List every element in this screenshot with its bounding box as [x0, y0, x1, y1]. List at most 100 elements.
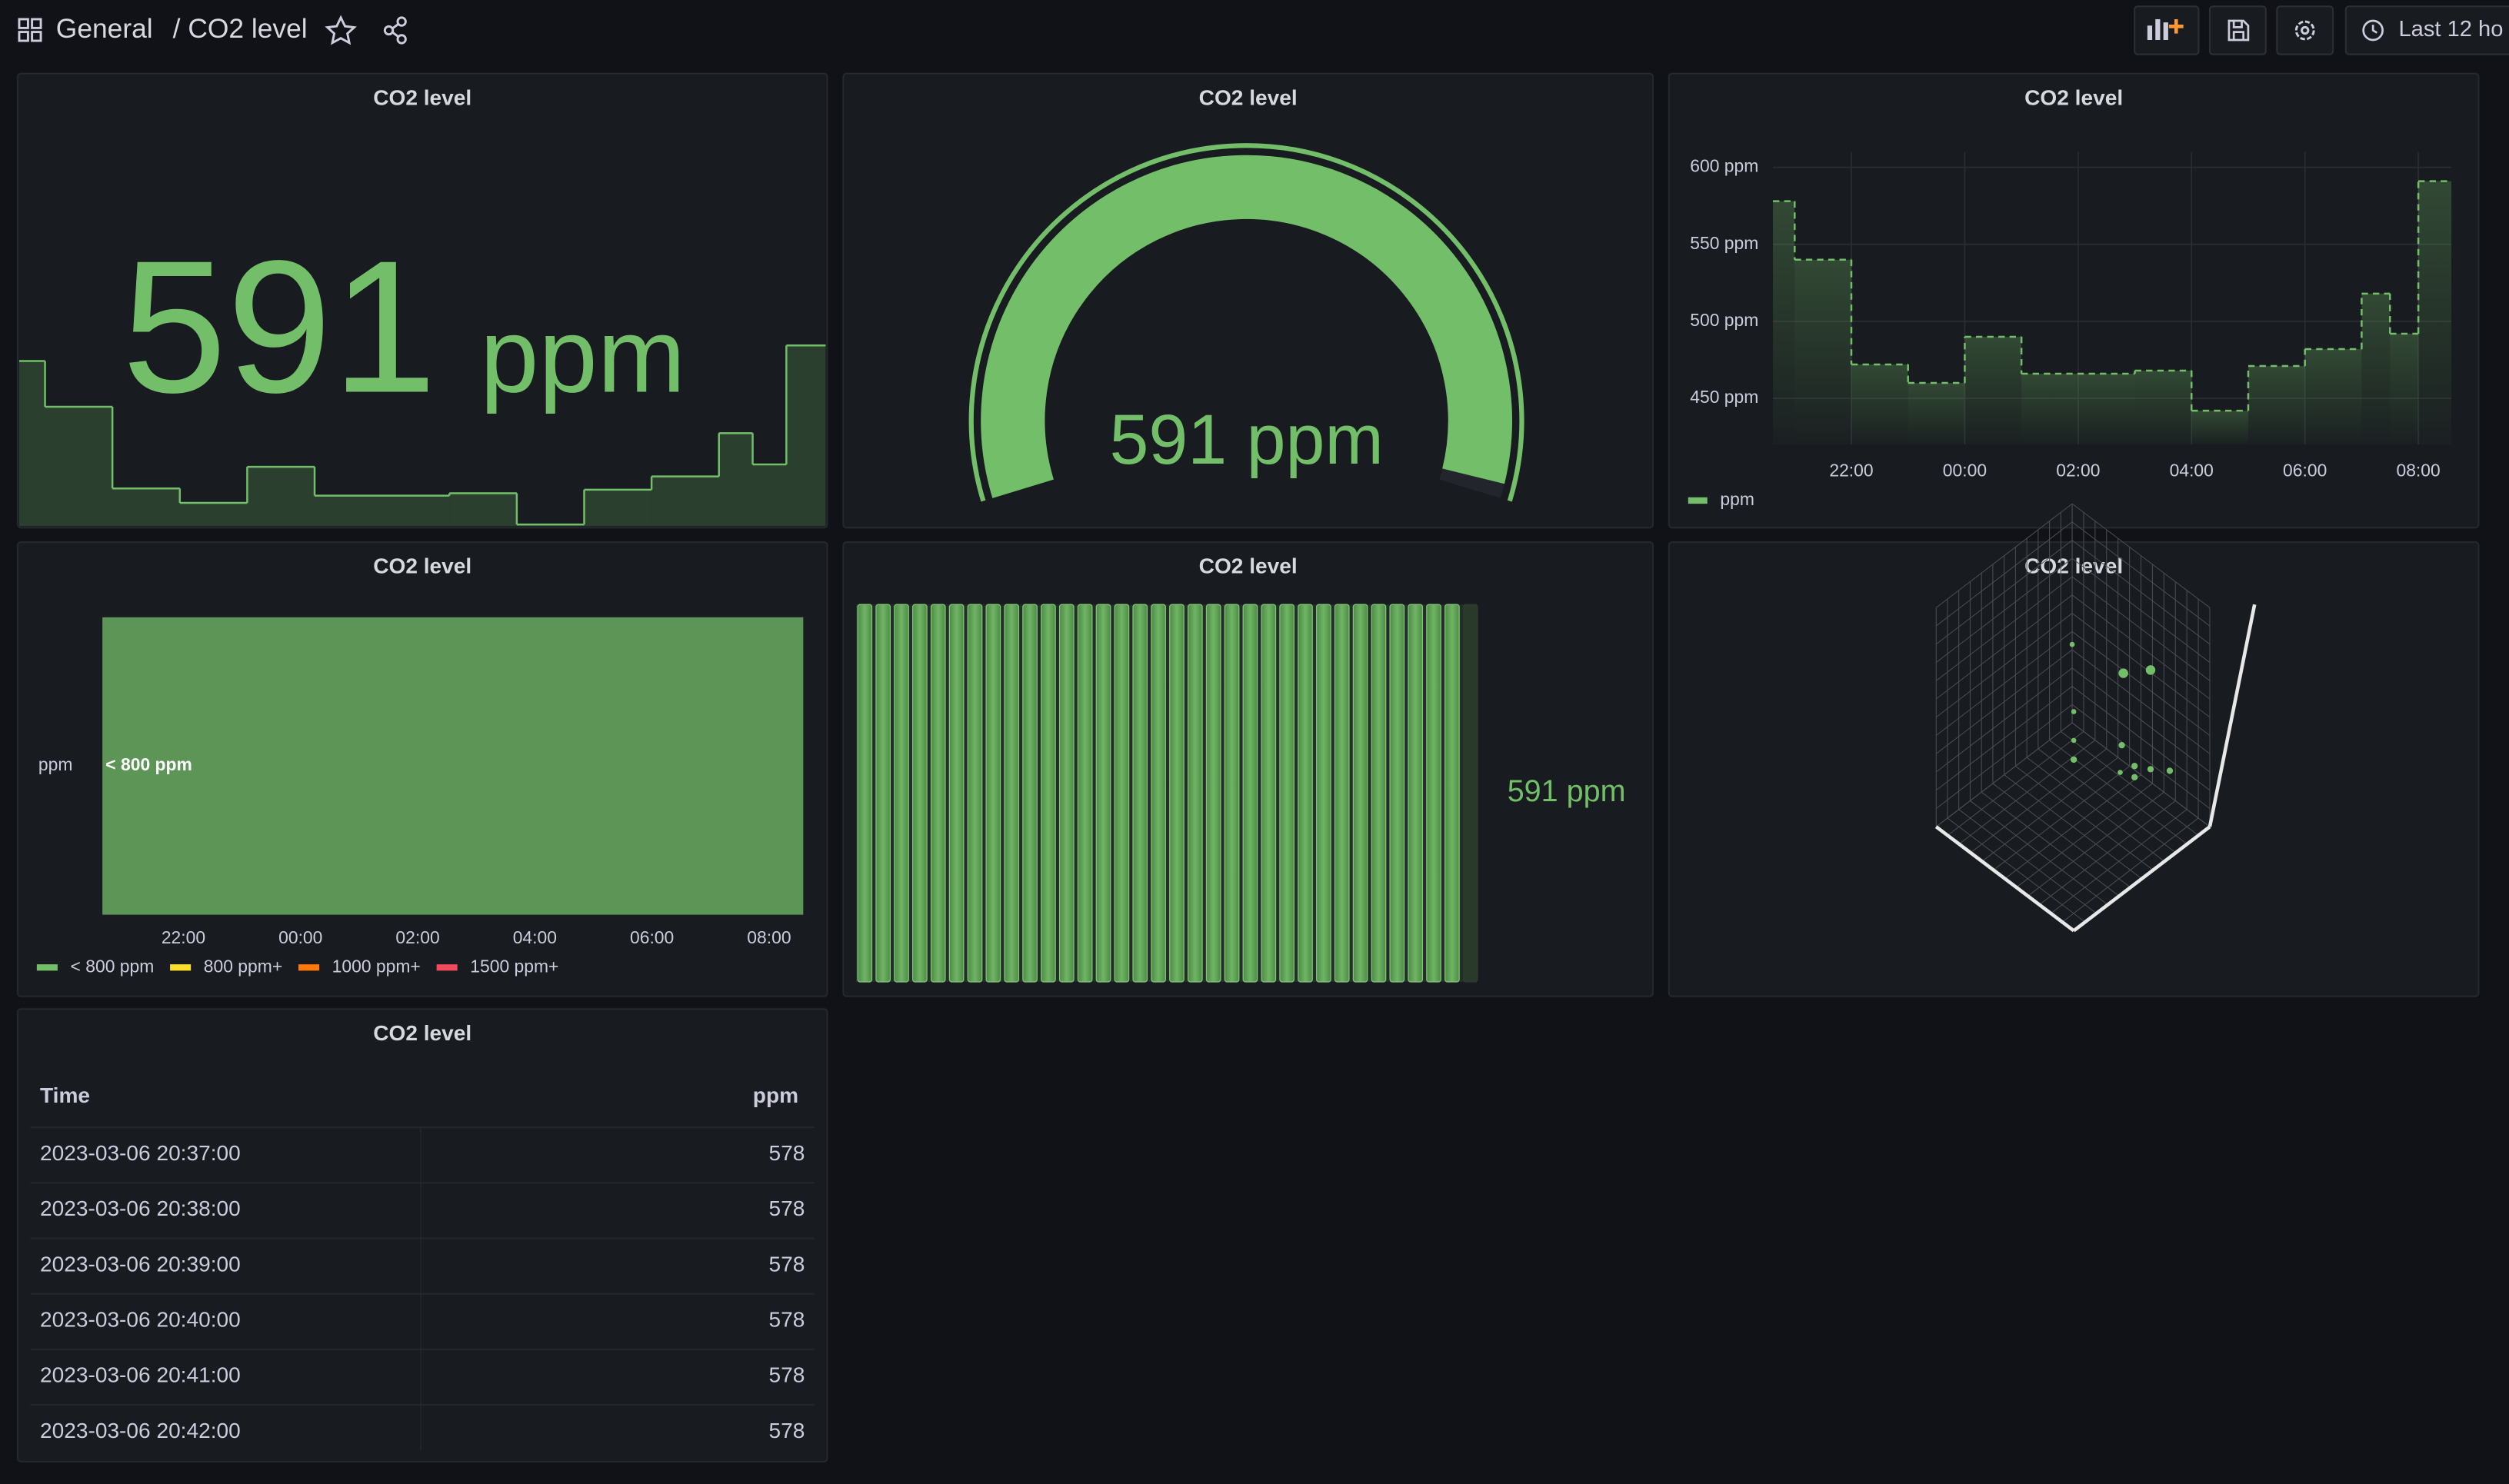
area	[2361, 293, 2391, 445]
dashboard-title[interactable]: / CO2 level	[173, 14, 308, 44]
panel-title: CO2 level	[2024, 85, 2123, 109]
area	[1964, 336, 2022, 445]
x-tick-label: 00:00	[1943, 461, 1987, 481]
legend-label[interactable]: 1000 ppm+	[332, 956, 421, 976]
table-cell: 2023-03-06 20:37:00	[40, 1141, 241, 1165]
panel-title: CO2 level	[1199, 85, 1298, 109]
panel: CO2 level ppm < 800 ppm 22:00 00:00 02:00 04:0…	[16, 541, 828, 997]
breadcrumb-folder[interactable]: General	[56, 14, 153, 44]
x-tick-label: 04:00	[513, 927, 557, 947]
panel-title: CO2 level	[373, 1021, 471, 1045]
row-label: ppm	[38, 754, 73, 774]
x-tick-label: 08:00	[2396, 461, 2440, 481]
bar-cell	[1022, 604, 1038, 983]
gauge-value: 591 ppm	[1109, 401, 1383, 479]
sparkline-area	[584, 489, 652, 527]
column-header: Time	[40, 1083, 90, 1107]
sparkline-area	[179, 503, 248, 527]
time-range[interactable]: Last 12 ho	[2398, 17, 2503, 42]
table-cell: 2023-03-06 20:38:00	[40, 1196, 241, 1220]
table-cell: 578	[769, 1141, 805, 1165]
table-cell: 2023-03-06 20:41:00	[40, 1363, 241, 1387]
bar-cell	[1058, 604, 1075, 983]
scatter-point	[2118, 742, 2125, 749]
x-tick-label: 04:00	[2170, 461, 2214, 481]
bar-cell	[1132, 604, 1148, 983]
x-tick-label: 00:00	[278, 927, 322, 947]
bar-cell	[1352, 604, 1368, 983]
grid-3d	[2071, 521, 2211, 627]
panel-title: CO2 level	[2024, 554, 2123, 578]
bar-cell	[1334, 604, 1350, 983]
settings-icon	[2294, 20, 2315, 41]
share-icon[interactable]	[383, 16, 407, 45]
sparkline-area	[718, 433, 753, 527]
sparkline-area	[112, 488, 180, 527]
bar-cell	[1444, 604, 1460, 983]
legend-label[interactable]: 800 ppm+	[204, 956, 282, 976]
bar-cell	[1462, 604, 1478, 983]
dashboards-icon[interactable]	[18, 18, 42, 42]
bar-cell	[1316, 604, 1331, 983]
grid-3d	[1935, 503, 2073, 608]
area	[2304, 348, 2362, 445]
sparkline-area	[752, 464, 787, 527]
bar-cell	[1408, 604, 1424, 983]
legend-label[interactable]: < 800 ppm	[71, 956, 155, 976]
scatter-point	[2071, 709, 2077, 714]
panel-frame	[16, 1008, 828, 1462]
grid-3d	[2071, 503, 2211, 608]
bar-cell	[1279, 604, 1294, 983]
area	[2191, 411, 2248, 445]
table-panel: CO2 level Time ppm 2023-03-06 20:37:00 578 20…	[16, 1008, 828, 1462]
bar-cell	[1224, 604, 1240, 983]
grid-3d	[1935, 722, 2073, 827]
scatter-point	[2145, 665, 2156, 675]
area	[2021, 374, 2135, 445]
star-icon[interactable]	[325, 15, 357, 45]
bar-cell	[1298, 604, 1313, 983]
grid-3d	[1947, 730, 2084, 836]
bar-cell	[1205, 604, 1221, 983]
grid-3d	[1934, 825, 2075, 933]
grid-3d	[2071, 722, 2211, 827]
area	[1773, 201, 1795, 445]
save-button[interactable]	[2208, 5, 2267, 55]
bar-value: 591 ppm	[1508, 774, 1626, 808]
bar-cell	[1187, 604, 1203, 983]
state-bar	[102, 617, 804, 915]
y-tick-label: 500 ppm	[1690, 310, 1758, 330]
bar-cell	[1004, 604, 1020, 983]
grid-3d	[1935, 521, 2073, 627]
column-header: ppm	[753, 1083, 798, 1107]
clock-icon	[2362, 19, 2384, 42]
bar-cell	[1095, 604, 1111, 983]
settings-button[interactable]	[2276, 5, 2334, 55]
x-tick-label: 22:00	[1829, 461, 1873, 481]
sparkline-area	[18, 361, 45, 527]
area	[1794, 259, 1852, 445]
time-picker[interactable]	[2344, 5, 2509, 55]
bar-cell	[857, 604, 873, 983]
area	[2247, 366, 2305, 445]
y-tick-label: 550 ppm	[1690, 233, 1758, 253]
area	[2134, 371, 2192, 445]
sparkline-area	[449, 493, 517, 527]
x-tick-label: 06:00	[630, 927, 674, 947]
scatter-point	[2069, 641, 2075, 647]
table-cell: 2023-03-06 20:40:00	[40, 1307, 241, 1331]
bar-cell	[1151, 604, 1166, 983]
x-tick-label: 06:00	[2283, 461, 2327, 481]
table-cell: 578	[769, 1196, 805, 1220]
bar-cell	[1169, 604, 1185, 983]
panel: CO2 level 591 ppm	[842, 72, 1654, 529]
sparkline-area	[45, 406, 113, 527]
gauge-threshold	[968, 143, 1524, 502]
top-bar: General / CO2 level Last 12 ho	[18, 5, 2509, 55]
legend-label[interactable]: 1500 ppm+	[470, 956, 558, 976]
panel: CO2 level	[1668, 503, 2480, 997]
legend-label[interactable]: ppm	[1720, 489, 1754, 509]
table-cell: 2023-03-06 20:39:00	[40, 1252, 241, 1276]
panel: CO2 level 591 ppm	[842, 541, 1654, 997]
